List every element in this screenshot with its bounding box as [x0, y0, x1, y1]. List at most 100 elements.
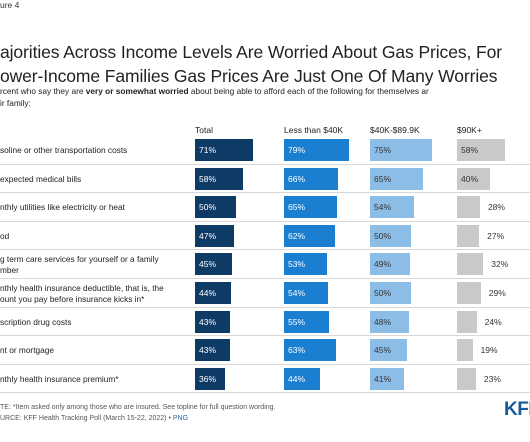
- data-label: 58%: [461, 145, 479, 155]
- category-label: od: [0, 231, 185, 242]
- bar: [370, 167, 424, 190]
- bar: [370, 253, 411, 276]
- bar: [457, 339, 473, 362]
- category-label: scription drug costs: [0, 317, 185, 328]
- bar: [457, 253, 484, 276]
- category-label-line: soline or other transportation costs: [0, 145, 128, 155]
- row-divider: [0, 220, 530, 222]
- bar: [195, 224, 234, 247]
- bar: [457, 367, 476, 390]
- data-label: 55%: [288, 316, 306, 327]
- data-label: 65%: [288, 202, 306, 213]
- data-label: 36%: [199, 373, 217, 384]
- data-label: 79%: [288, 145, 306, 155]
- bar: [284, 196, 338, 219]
- category-label-line: nthly health insurance deductible, that …: [0, 283, 164, 293]
- data-label: 44%: [199, 288, 217, 298]
- title-line-2: ower-Income Families Gas Prices Are Just…: [0, 66, 498, 86]
- chart-source: URCE: KFF Health Tracking Poll (March 15…: [0, 415, 188, 422]
- bar: [195, 139, 254, 161]
- bar: [284, 367, 321, 390]
- category-label: expected medical bills: [0, 174, 185, 185]
- data-label: 41%: [374, 373, 392, 384]
- data-label: 29%: [488, 288, 506, 298]
- bar: [195, 253, 232, 276]
- data-label: 32%: [491, 259, 509, 270]
- data-label: 23%: [483, 373, 501, 384]
- category-label-line: ount you pay before insurance kicks in*: [0, 293, 145, 304]
- bar: [370, 367, 404, 390]
- bar: [284, 139, 349, 161]
- column-header-1: Less than $40K: [284, 125, 344, 135]
- row-divider: [0, 392, 530, 394]
- row-divider: [0, 192, 530, 194]
- bar: [457, 282, 481, 304]
- bar: [370, 196, 415, 219]
- category-label: nthly health insurance deductible, that …: [0, 283, 185, 304]
- png-link[interactable]: PNG: [172, 415, 189, 422]
- data-label: 24%: [484, 316, 502, 327]
- data-label: 50%: [374, 230, 392, 241]
- bar: [370, 139, 432, 161]
- subtitle-line-2: ir family:: [0, 97, 31, 108]
- category-label: nt or mortgage: [0, 345, 185, 356]
- data-label: 28%: [487, 202, 505, 213]
- bar: [195, 367, 225, 390]
- data-label: 66%: [288, 173, 306, 184]
- title-line-1: ajorities Across Income Levels Are Worri…: [0, 42, 502, 62]
- data-label: 62%: [288, 230, 306, 241]
- data-label: 40%: [461, 173, 479, 184]
- data-label: 47%: [199, 230, 217, 241]
- category-label: nthly utilities like electricity or heat: [0, 202, 185, 213]
- chart-note: TE: *Item asked only among those who are…: [0, 404, 276, 411]
- data-label: 45%: [199, 259, 217, 270]
- bar: [457, 196, 480, 219]
- data-label: 43%: [199, 316, 217, 327]
- bar: [195, 339, 231, 362]
- data-label: 19%: [480, 345, 498, 356]
- bar: [457, 224, 480, 247]
- category-label-line: mber: [0, 264, 19, 275]
- data-label: 71%: [199, 145, 217, 155]
- source-text: URCE: KFF Health Tracking Poll (March 15…: [0, 415, 173, 422]
- data-label: 53%: [288, 259, 306, 270]
- data-label: 27%: [487, 230, 505, 241]
- bar: [370, 224, 411, 247]
- bar: [195, 282, 232, 304]
- category-label-line: nthly utilities like electricity or heat: [0, 202, 125, 213]
- bar: [284, 224, 335, 247]
- category-label-line: od: [0, 230, 10, 241]
- bar: [370, 310, 410, 333]
- data-label: 63%: [288, 345, 306, 356]
- bar: [370, 282, 411, 304]
- data-label: 54%: [288, 288, 306, 298]
- column-header-2: $40K-$89.9K: [370, 125, 420, 135]
- row-divider: [0, 306, 530, 308]
- data-label: 50%: [199, 202, 217, 213]
- chart-title: ajorities Across Income Levels Are Worri…: [0, 40, 502, 88]
- bar: [284, 339, 336, 362]
- bar: [195, 196, 236, 219]
- data-label: 58%: [199, 173, 217, 184]
- category-label: nthly health insurance premium*: [0, 374, 185, 385]
- bar: [195, 167, 243, 190]
- column-header-0: Total: [195, 125, 213, 135]
- row-divider: [0, 335, 530, 337]
- chart-subtitle: rcent who say they are very or somewhat …: [0, 86, 530, 109]
- row-divider: [0, 249, 530, 251]
- data-label: 65%: [374, 173, 392, 184]
- data-label: 49%: [374, 259, 392, 270]
- kff-logo: KFF: [504, 399, 530, 420]
- bar: [457, 139, 505, 161]
- bar: [457, 167, 490, 190]
- bar: [284, 282, 329, 304]
- data-label: 50%: [374, 288, 392, 298]
- data-label: 54%: [374, 202, 392, 213]
- bar: [284, 167, 339, 190]
- data-label: 48%: [374, 316, 392, 327]
- category-label-line: expected medical bills: [0, 173, 82, 184]
- column-header-3: $90K+: [457, 125, 482, 135]
- category-label-line: nt or mortgage: [0, 345, 54, 356]
- row-divider: [0, 278, 530, 279]
- bar: [370, 339, 407, 362]
